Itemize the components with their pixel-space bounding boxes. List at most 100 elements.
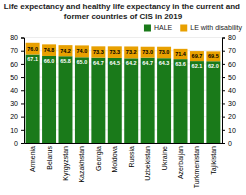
- legend-swatch: [180, 25, 187, 32]
- data-label: 69.5: [208, 53, 219, 59]
- legend: LE with disabilityHALE: [144, 24, 243, 32]
- data-labels: 67.166.065.865.064.764.564.264.764.363.6…: [27, 46, 218, 70]
- bar: [141, 58, 155, 143]
- y-axis: 01020304050607080: [10, 34, 24, 146]
- data-label: 64.7: [142, 60, 153, 66]
- bar: [174, 59, 188, 143]
- tick-mark: [222, 103, 225, 104]
- tick: 70: [10, 47, 24, 54]
- tick: 50: [222, 74, 236, 81]
- data-label: 69.7: [192, 53, 203, 59]
- data-label: 62.0: [208, 63, 219, 69]
- tick: Azerbaijan: [177, 143, 185, 179]
- grid-line: [24, 37, 222, 38]
- tick-label: Uzbekistan: [144, 146, 151, 181]
- data-label: 73.2: [126, 49, 137, 55]
- tick-label: Georgia: [95, 146, 103, 171]
- y2-axis: 0 10 20 30 40 50 60 70 80: [222, 34, 236, 146]
- bar: [124, 58, 138, 143]
- tick: 30: [10, 100, 24, 107]
- tick-mark: [21, 38, 24, 39]
- tick-mark: [21, 77, 24, 78]
- bar-series: [26, 43, 221, 61]
- tick-label: Tajikistan: [210, 146, 218, 175]
- tick-label: Azerbaijan: [177, 146, 185, 179]
- bar: [141, 47, 155, 58]
- data-label: 74.2: [60, 48, 71, 54]
- tick-label: Turkmenistan: [193, 146, 200, 188]
- data-label: 65.0: [77, 59, 88, 65]
- data-label: 73.0: [159, 49, 170, 55]
- tick-label: Ukraine: [161, 146, 168, 170]
- data-label: 71.4: [175, 51, 187, 57]
- tick-label: 60: [228, 61, 236, 68]
- tick: Russia: [128, 143, 135, 167]
- tick: Moldova: [111, 143, 118, 172]
- legend-swatch: [144, 25, 151, 32]
- tick: 20: [222, 113, 236, 120]
- tick-mark: [222, 51, 225, 52]
- tick-mark: [21, 117, 24, 118]
- tick: 50: [10, 74, 24, 81]
- tick: 60: [222, 61, 236, 68]
- axis-line: [21, 38, 25, 144]
- tick-label: 0: [14, 140, 18, 147]
- x-axis: Armenia Belarus Kyrgyzstan Kazakhstan Georgi…: [25, 143, 223, 188]
- tick-label: Kazakhstan: [78, 146, 85, 183]
- bar-series: [26, 55, 221, 143]
- bar: [42, 44, 56, 56]
- tick: 80: [222, 34, 236, 41]
- tick: 10: [222, 127, 236, 134]
- tick-label: 70: [10, 47, 18, 54]
- tick: 0: [14, 140, 24, 147]
- data-label: 73.0: [142, 49, 153, 55]
- tick-label: 80: [228, 34, 236, 41]
- data-label: 64.3: [159, 60, 170, 66]
- axis-line: [25, 143, 223, 144]
- data-label: 66.0: [44, 58, 55, 64]
- data-label: 62.1: [192, 63, 203, 69]
- legend-label: LE with disability: [190, 24, 242, 32]
- bar: [75, 45, 89, 57]
- tick: 20: [10, 113, 24, 120]
- bar: [157, 58, 171, 143]
- tick-label: 30: [10, 100, 18, 107]
- tick-label: 30: [228, 100, 236, 107]
- bar: [157, 47, 171, 58]
- bar: [59, 45, 73, 56]
- data-label: 67.1: [27, 56, 38, 62]
- bar: [124, 46, 138, 58]
- tick-label: 10: [10, 127, 18, 134]
- bar: [190, 51, 204, 61]
- data-label: 64.2: [126, 60, 137, 66]
- tick-label: 20: [10, 113, 18, 120]
- tick: 40: [222, 87, 236, 94]
- bar: [91, 46, 105, 57]
- tick-mark: [222, 38, 225, 39]
- tick-label: 80: [10, 34, 18, 41]
- tick: Belarus: [46, 143, 53, 170]
- tick-label: Belarus: [46, 146, 53, 170]
- title: Life expectancy and healthy life expecta…: [4, 2, 242, 21]
- tick-mark: [222, 90, 225, 91]
- tick: Georgia: [95, 143, 103, 171]
- plot: 67.166.065.865.064.764.564.264.764.363.6…: [10, 34, 236, 188]
- bar: [26, 55, 40, 143]
- tick: Tajikistan: [210, 143, 218, 175]
- tick-mark: [21, 103, 24, 104]
- bar: [108, 46, 122, 58]
- bar: [206, 51, 220, 61]
- data-label: 65.8: [60, 58, 71, 64]
- tick: Armenia: [29, 143, 36, 172]
- tick-label: Moldova: [111, 146, 118, 173]
- tick-label: 0: [228, 140, 232, 147]
- tick: Ukraine: [161, 143, 168, 170]
- tick: 70: [222, 47, 236, 54]
- bar: [59, 56, 73, 143]
- bar: [190, 61, 204, 143]
- tick: Uzbekistan: [144, 143, 151, 181]
- bar: [206, 61, 220, 143]
- tick: 10: [10, 127, 24, 134]
- tick-label: Kyrgyzstan: [62, 146, 70, 181]
- data-label: 73.3: [109, 49, 120, 55]
